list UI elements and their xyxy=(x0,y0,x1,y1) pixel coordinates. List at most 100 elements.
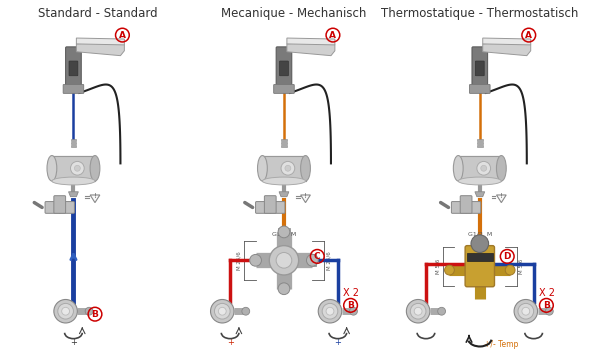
FancyBboxPatch shape xyxy=(265,196,276,213)
Circle shape xyxy=(71,161,84,175)
FancyBboxPatch shape xyxy=(45,202,74,213)
Text: X 2: X 2 xyxy=(539,288,554,298)
Text: Thermostatique - Thermostatisch: Thermostatique - Thermostatisch xyxy=(381,7,578,20)
Polygon shape xyxy=(279,192,289,197)
Text: G1/2  M: G1/2 M xyxy=(467,232,492,237)
FancyBboxPatch shape xyxy=(262,156,305,181)
Circle shape xyxy=(522,307,530,315)
FancyBboxPatch shape xyxy=(472,47,488,88)
Polygon shape xyxy=(301,195,310,203)
Polygon shape xyxy=(475,192,485,197)
Text: +: + xyxy=(70,338,77,347)
FancyBboxPatch shape xyxy=(477,145,483,147)
Text: +: + xyxy=(334,338,341,347)
Circle shape xyxy=(269,246,299,275)
FancyBboxPatch shape xyxy=(281,145,287,147)
FancyBboxPatch shape xyxy=(477,139,483,141)
Ellipse shape xyxy=(90,156,100,181)
Text: M 25/6: M 25/6 xyxy=(237,251,242,270)
Circle shape xyxy=(322,303,338,319)
Ellipse shape xyxy=(454,156,463,181)
FancyBboxPatch shape xyxy=(281,139,287,141)
Ellipse shape xyxy=(47,156,57,181)
FancyBboxPatch shape xyxy=(262,156,305,181)
Circle shape xyxy=(471,235,488,252)
Polygon shape xyxy=(496,195,506,203)
Polygon shape xyxy=(483,40,531,56)
FancyBboxPatch shape xyxy=(477,142,483,144)
Ellipse shape xyxy=(301,156,310,181)
FancyBboxPatch shape xyxy=(278,228,290,246)
Circle shape xyxy=(218,307,226,315)
FancyBboxPatch shape xyxy=(256,202,285,213)
Polygon shape xyxy=(68,192,79,197)
FancyBboxPatch shape xyxy=(71,142,76,144)
FancyBboxPatch shape xyxy=(470,85,490,93)
Circle shape xyxy=(278,283,290,295)
Circle shape xyxy=(545,307,553,315)
Circle shape xyxy=(318,299,342,323)
FancyBboxPatch shape xyxy=(467,253,493,261)
Circle shape xyxy=(518,303,533,319)
Circle shape xyxy=(276,252,292,268)
Text: !: ! xyxy=(304,193,307,199)
Text: C: C xyxy=(314,252,320,261)
Text: M 25/6: M 25/6 xyxy=(326,251,331,270)
FancyBboxPatch shape xyxy=(63,85,84,93)
Text: G1/2  M: G1/2 M xyxy=(272,232,296,237)
Circle shape xyxy=(281,161,295,175)
Circle shape xyxy=(307,254,318,266)
Text: B: B xyxy=(347,301,354,310)
Circle shape xyxy=(410,303,426,319)
Polygon shape xyxy=(76,40,124,56)
FancyBboxPatch shape xyxy=(465,246,494,287)
Circle shape xyxy=(505,265,515,275)
Ellipse shape xyxy=(458,177,502,185)
FancyBboxPatch shape xyxy=(65,47,81,88)
FancyBboxPatch shape xyxy=(280,61,289,76)
Circle shape xyxy=(477,161,491,175)
Polygon shape xyxy=(287,38,335,45)
Circle shape xyxy=(350,307,358,315)
FancyBboxPatch shape xyxy=(274,85,294,93)
Text: +: + xyxy=(227,338,233,347)
FancyBboxPatch shape xyxy=(276,47,292,88)
Circle shape xyxy=(514,299,538,323)
Text: A: A xyxy=(329,31,337,39)
Polygon shape xyxy=(76,38,124,45)
FancyBboxPatch shape xyxy=(54,196,65,213)
Circle shape xyxy=(326,307,334,315)
Text: Standard - Standard: Standard - Standard xyxy=(38,7,158,20)
FancyBboxPatch shape xyxy=(52,156,95,181)
Ellipse shape xyxy=(257,156,268,181)
Text: Mecanique - Mechanisch: Mecanique - Mechanisch xyxy=(221,7,367,20)
Circle shape xyxy=(214,303,230,319)
Text: M 5/6: M 5/6 xyxy=(436,258,440,274)
Circle shape xyxy=(445,265,454,275)
Ellipse shape xyxy=(52,177,95,185)
FancyBboxPatch shape xyxy=(281,142,287,144)
FancyBboxPatch shape xyxy=(458,156,502,181)
Text: A: A xyxy=(525,31,532,39)
Polygon shape xyxy=(483,38,531,45)
Circle shape xyxy=(406,299,430,323)
Text: !: ! xyxy=(500,193,503,199)
FancyBboxPatch shape xyxy=(69,61,78,76)
Circle shape xyxy=(74,165,80,171)
FancyBboxPatch shape xyxy=(52,156,95,181)
Text: M 5/6: M 5/6 xyxy=(519,258,524,274)
Circle shape xyxy=(62,307,70,315)
Text: B: B xyxy=(543,301,550,310)
Circle shape xyxy=(481,165,487,171)
Circle shape xyxy=(278,226,290,238)
Circle shape xyxy=(54,299,77,323)
FancyBboxPatch shape xyxy=(451,202,481,213)
Polygon shape xyxy=(90,195,100,203)
FancyBboxPatch shape xyxy=(460,196,472,213)
FancyBboxPatch shape xyxy=(269,254,287,266)
Text: A: A xyxy=(119,31,126,39)
Text: X 2: X 2 xyxy=(343,288,359,298)
Circle shape xyxy=(250,254,262,266)
Circle shape xyxy=(242,307,250,315)
Text: B: B xyxy=(92,310,98,319)
